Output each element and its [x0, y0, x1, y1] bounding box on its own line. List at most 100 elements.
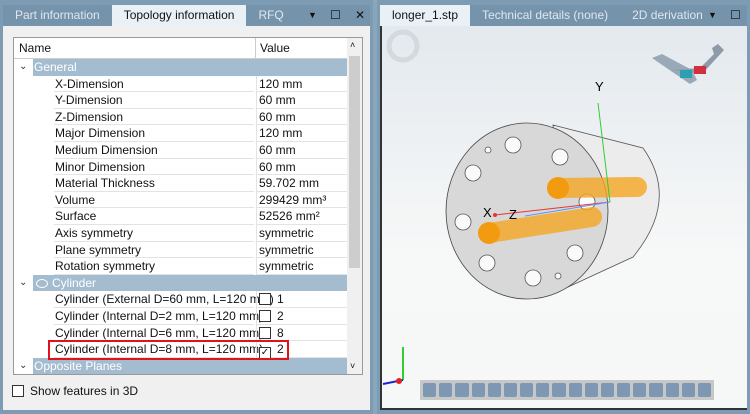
column-name[interactable]: Name	[19, 41, 52, 55]
cube-view-icon[interactable]	[600, 383, 615, 397]
view-icon[interactable]	[439, 383, 453, 397]
row-name: Y-Dimension	[54, 92, 254, 109]
column-value[interactable]: Value	[260, 41, 290, 55]
cube-view-icon[interactable]	[665, 383, 679, 397]
table-row[interactable]: X-Dimension 120 mm	[14, 75, 347, 93]
row-name: X-Dimension	[54, 76, 254, 93]
cube-view-icon[interactable]	[681, 383, 695, 397]
topology-body: Name Value ˄ ˅ ⌄ General X-Dimension 120 m…	[3, 26, 370, 410]
cube-view-icon[interactable]	[633, 383, 647, 397]
table-row[interactable]: Cylinder (Internal D=8 mm, L=120 mm) ✓ 2	[14, 341, 347, 360]
table-row[interactable]: Axis symmetry symmetric	[14, 225, 347, 242]
group-row[interactable]: ⌄ Cylinder	[14, 274, 347, 292]
table-row[interactable]: Cylinder (Internal D=6 mm, L=120 mm) 8	[14, 324, 347, 342]
row-value: symmetric	[259, 242, 314, 257]
cube-view-icon[interactable]	[649, 383, 663, 397]
table-row[interactable]: Rotation symmetry symmetric	[14, 258, 347, 275]
measure-icon[interactable]	[520, 383, 534, 397]
table-row[interactable]: Cylinder (External D=60 mm, L=120 mm) 1	[14, 291, 347, 308]
y-axis	[597, 102, 611, 203]
dropdown-icon[interactable]: ▼	[708, 10, 717, 20]
show-features-checkbox[interactable]: Show features in 3D	[12, 384, 138, 398]
row-name: Cylinder (Internal D=2 mm, L=120 mm)	[54, 309, 264, 325]
tab-part-information[interactable]: Part information	[15, 8, 100, 22]
table-row[interactable]: Surface 52526 mm²	[14, 208, 347, 225]
cube-view-icon[interactable]	[617, 383, 631, 397]
group-label: Cylinder	[52, 275, 97, 290]
right-tab-bar: longer_1.stp Technical details (none) 2D…	[380, 5, 747, 26]
view-icon[interactable]	[552, 383, 566, 397]
feature-checkbox[interactable]	[259, 326, 271, 339]
table-row[interactable]: Plane symmetry symmetric	[14, 241, 347, 259]
tab-longer-1-stp[interactable]: longer_1.stp	[380, 5, 471, 26]
row-name: Volume	[54, 192, 254, 209]
view-icon[interactable]	[487, 383, 501, 397]
view-icon[interactable]	[568, 383, 582, 397]
feature-checkbox[interactable]	[259, 293, 271, 306]
view-icon[interactable]	[455, 383, 469, 397]
table-row[interactable]: Major Dimension 120 mm	[14, 125, 347, 142]
maximize-icon[interactable]: ☐	[330, 8, 341, 22]
table-row[interactable]: Minor Dimension 60 mm	[14, 158, 347, 176]
row-value: 60 mm	[259, 109, 296, 124]
topology-panel: Part information Topology information RF…	[0, 0, 373, 414]
view-icon[interactable]	[423, 383, 437, 397]
tab-2d-derivation[interactable]: 2D derivation	[632, 8, 703, 22]
zoom-icon[interactable]	[471, 383, 485, 397]
tab-rfq[interactable]: RFQ	[258, 8, 284, 22]
tab-topology-information[interactable]: Topology information	[111, 5, 247, 26]
scroll-down-icon[interactable]: ˅	[350, 361, 356, 371]
row-name: Material Thickness	[54, 175, 254, 192]
3d-model: Y X Z	[382, 29, 724, 385]
view-icon[interactable]	[584, 383, 598, 397]
viewer-panel: longer_1.stp Technical details (none) 2D…	[377, 0, 750, 414]
tree-scrollbar[interactable]: ˄ ˅	[347, 38, 362, 374]
row-name: Major Dimension	[54, 125, 254, 142]
scroll-thumb[interactable]	[349, 56, 360, 268]
chevron-down-icon[interactable]: ⌄	[19, 359, 28, 371]
checkbox[interactable]	[12, 385, 24, 397]
view-toolbar	[420, 380, 714, 400]
table-row[interactable]: Volume 299429 mm³	[14, 191, 347, 209]
row-value: symmetric	[259, 259, 314, 274]
view-icon[interactable]	[536, 383, 550, 397]
topology-tree[interactable]: Name Value ˄ ˅ ⌄ General X-Dimension 120 m…	[13, 37, 363, 375]
cube-view-icon[interactable]	[697, 383, 712, 397]
chevron-down-icon[interactable]: ⌄	[19, 61, 28, 72]
z-axis-label: Z	[509, 207, 517, 222]
row-name: Medium Dimension	[54, 142, 254, 159]
view-icon[interactable]	[503, 383, 518, 397]
dropdown-icon[interactable]: ▼	[308, 10, 317, 20]
row-name: Axis symmetry	[54, 225, 254, 242]
row-value: symmetric	[259, 226, 314, 240]
x-axis-label: X	[483, 205, 492, 220]
table-row[interactable]: Material Thickness 59.702 mm	[14, 175, 347, 192]
row-name: Minor Dimension	[54, 159, 254, 176]
3d-glasses-icon	[652, 44, 724, 84]
row-value: 60 mm	[259, 143, 296, 157]
close-icon[interactable]: ✕	[355, 8, 366, 22]
table-row[interactable]: Cylinder (Internal D=2 mm, L=120 mm) 2	[14, 308, 347, 325]
table-row[interactable]: Medium Dimension 60 mm	[14, 142, 347, 159]
left-tab-bar: Part information Topology information RF…	[3, 5, 370, 26]
3d-viewport[interactable]: Y X Z	[380, 26, 747, 410]
feature-checkbox[interactable]	[259, 310, 271, 322]
group-row[interactable]: ⌄ General	[14, 59, 347, 76]
row-name: Plane symmetry	[54, 242, 254, 259]
row-value: 2	[277, 342, 284, 357]
group-label: General	[34, 60, 77, 74]
row-value: 120 mm	[259, 76, 303, 91]
tree-header: Name Value	[14, 38, 347, 59]
tab-technical-details[interactable]: Technical details (none)	[482, 8, 609, 22]
chevron-down-icon[interactable]: ⌄	[19, 276, 28, 288]
scroll-up-icon[interactable]: ˄	[350, 40, 356, 50]
group-row[interactable]: ⌄ Opposite Planes	[14, 357, 347, 374]
row-value: 60 mm	[259, 159, 296, 174]
table-row[interactable]: Y-Dimension 60 mm	[14, 92, 347, 109]
row-name: Z-Dimension	[54, 109, 254, 126]
table-row[interactable]: Z-Dimension 60 mm	[14, 108, 347, 126]
maximize-icon[interactable]: ☐	[730, 8, 741, 22]
row-value: 8	[277, 325, 284, 340]
axis-triad-icon	[382, 347, 404, 385]
spinner-icon	[386, 29, 420, 63]
